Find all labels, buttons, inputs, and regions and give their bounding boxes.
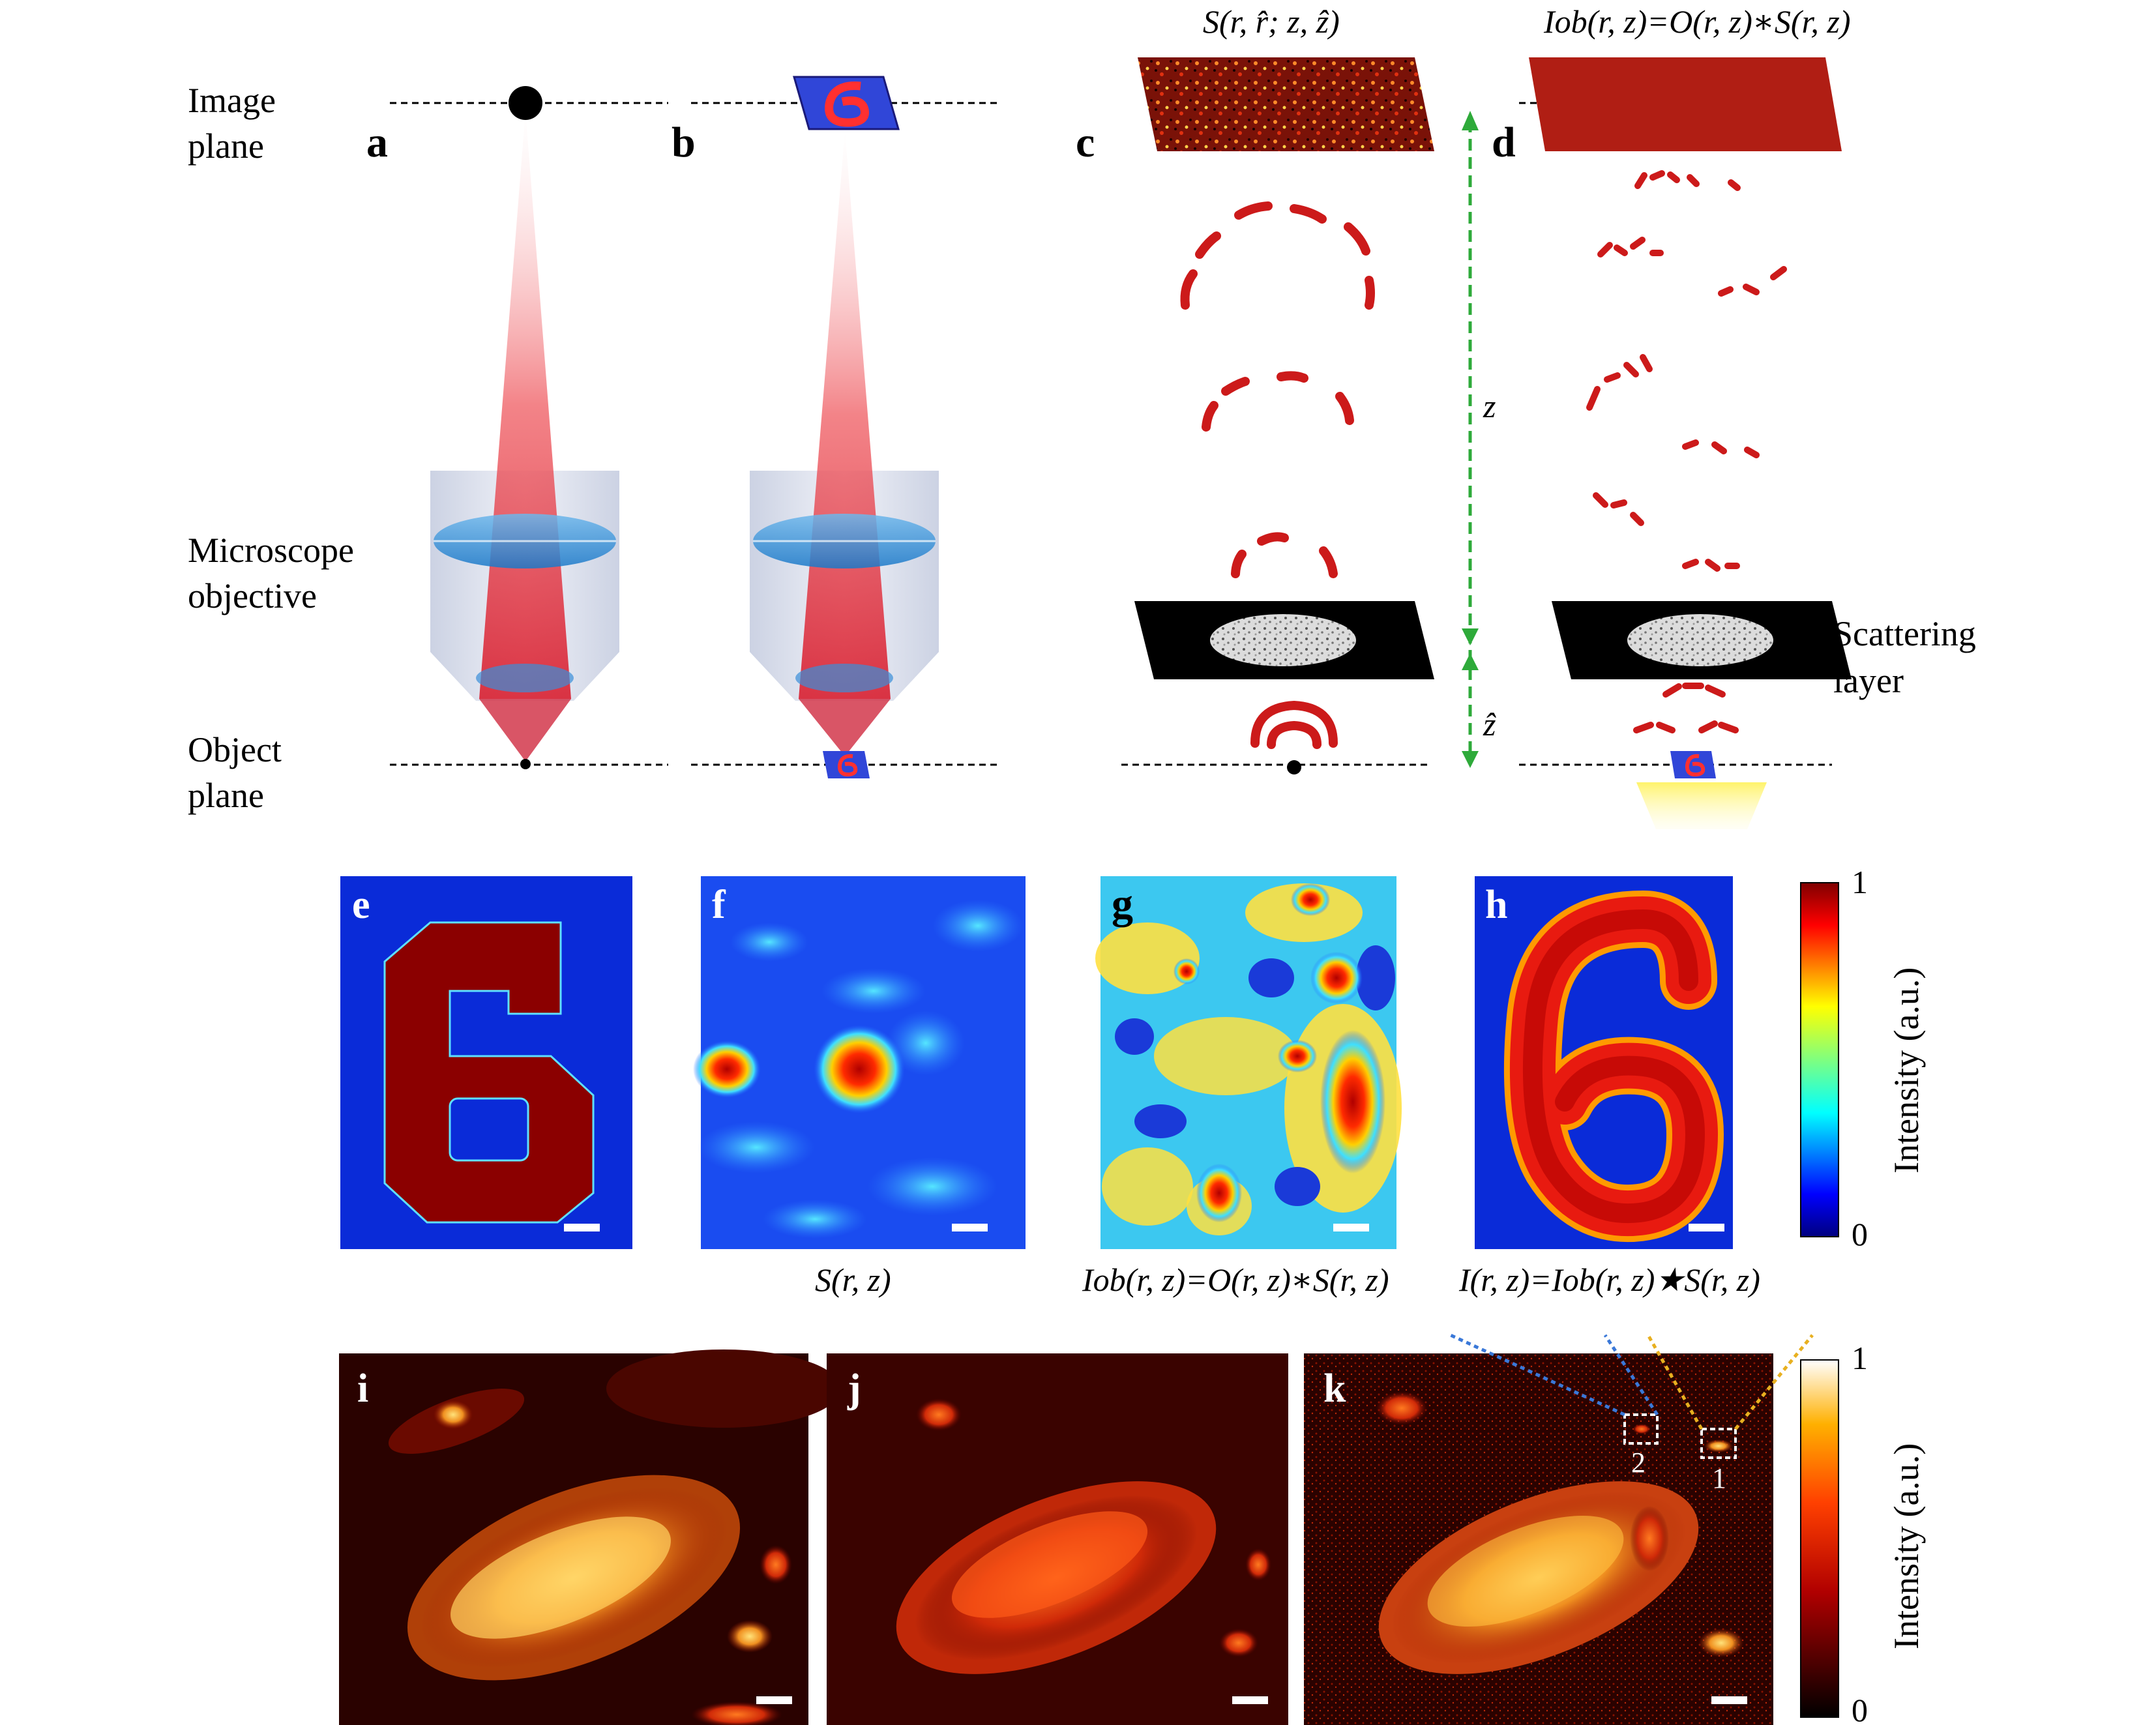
- object-plane-label-1: Object: [188, 730, 282, 769]
- panel-k-image: 2 1 k: [1304, 1353, 1773, 1725]
- left-labels: Image plane Microscope objective Object …: [188, 81, 354, 815]
- colorbar-hot-max: 1: [1852, 1340, 1868, 1376]
- panel-label-b: b: [672, 119, 696, 166]
- eq-h-bottom: I(r, z)=Iob(r, z)★S(r, z): [1458, 1261, 1760, 1298]
- panel-f-image: f: [693, 876, 1026, 1249]
- colorbar-jet-label: Intensity (a.u.): [1887, 967, 1926, 1173]
- eq-f-bottom: S(r, z): [815, 1261, 891, 1298]
- panel-label-j: j: [847, 1366, 861, 1411]
- z-hat-label: ẑ: [1483, 706, 1496, 743]
- panel-label-i: i: [357, 1366, 368, 1411]
- eq-c-top: S(r, r̂; z, ẑ): [1203, 3, 1340, 40]
- eq-d-top: Iob(r, z)=O(r, z)∗S(r, z): [1543, 3, 1851, 40]
- zoom-lines: [1449, 1333, 1814, 1430]
- panel-i-image: i: [339, 1349, 841, 1725]
- colorbar-hot-min: 0: [1852, 1692, 1868, 1725]
- scattering-label-1: Scattering: [1833, 614, 1976, 653]
- colorbar-hot: 1 0 Intensity (a.u.): [1800, 1340, 1926, 1725]
- roi-label-1: 1: [1712, 1462, 1726, 1494]
- roi-label-2: 2: [1631, 1447, 1646, 1479]
- objective-label-2: objective: [188, 576, 317, 615]
- panel-label-h: h: [1485, 883, 1507, 927]
- panel-label-e: e: [352, 883, 370, 927]
- panel-h-image: h: [1475, 876, 1733, 1249]
- objective-label-1: Microscope: [188, 531, 354, 570]
- panel-j-image: j: [827, 1353, 1288, 1725]
- panel-label-a: a: [366, 119, 388, 166]
- panel-label-g: g: [1112, 880, 1133, 928]
- colorbar-jet-max: 1: [1852, 864, 1868, 900]
- colorbar-jet: 1 0 Intensity (a.u.): [1800, 864, 1926, 1252]
- panel-e-image: e: [340, 876, 632, 1249]
- panel-label-k: k: [1323, 1366, 1346, 1411]
- eq-g-bottom: Iob(r, z)=O(r, z)∗S(r, z): [1082, 1261, 1389, 1298]
- panel-label-f: f: [712, 883, 726, 927]
- panel-label-d: d: [1492, 119, 1516, 166]
- panel-label-c: c: [1076, 119, 1095, 166]
- panel-d-diagram: Iob(r, z)=O(r, z)∗S(r, z) d Scattering l…: [1492, 3, 1976, 829]
- panel-c-diagram: S(r, r̂; z, ẑ) c: [1076, 3, 1496, 774]
- image-plane-label-2: plane: [188, 126, 264, 166]
- panel-g-image: g: [1095, 876, 1402, 1249]
- z-label: z: [1483, 388, 1496, 424]
- colorbar-jet-min: 0: [1852, 1216, 1868, 1252]
- colorbar-hot-label: Intensity (a.u.): [1887, 1443, 1926, 1649]
- object-plane-label-2: plane: [188, 776, 264, 815]
- panel-b-diagram: b: [672, 76, 939, 778]
- panel-a-diagram: a: [366, 86, 619, 769]
- image-plane-label-1: Image: [188, 81, 276, 120]
- scattering-label-2: layer: [1833, 661, 1904, 700]
